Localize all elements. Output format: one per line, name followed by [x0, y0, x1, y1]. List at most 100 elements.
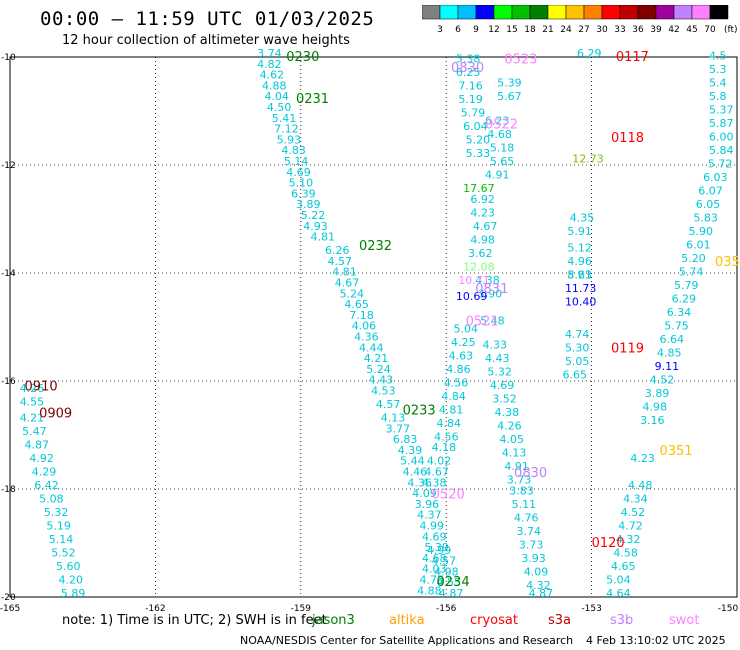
pass-time-label: 0120: [592, 536, 625, 551]
wave-height-value: 5.84: [709, 144, 734, 157]
wave-height-value: 3.74: [516, 525, 541, 538]
latitude-label: -10: [1, 53, 16, 63]
wave-height-value: 5.72: [708, 158, 733, 171]
wave-height-value: 3.74: [257, 47, 282, 60]
wave-height-value: 4.84: [437, 417, 462, 430]
colorbar-label: 45: [686, 25, 697, 35]
wave-height-value: 5.52: [51, 547, 76, 560]
wave-height-value: 4.65: [344, 298, 369, 311]
wave-height-value: 6.26: [325, 244, 350, 257]
colorbar-label: 36: [632, 25, 644, 35]
wave-height-value: 5.10: [289, 177, 314, 190]
wave-height-value: 6.25: [456, 66, 481, 79]
wave-height-value: 5.90: [689, 225, 714, 238]
pass-time-label: 0523: [504, 53, 537, 68]
wave-height-value: 4.23: [470, 206, 495, 219]
colorbar-label: 12: [488, 25, 499, 35]
colorbar-label: 18: [524, 25, 536, 35]
wave-height-value: 5.24: [366, 363, 391, 376]
wave-height-value: 5.38: [456, 52, 481, 65]
wave-height-value: 5.3: [709, 63, 727, 76]
wave-height-value: 5.61: [567, 268, 592, 281]
wave-height-value: 4.04: [264, 90, 289, 103]
wave-height-value: 5.83: [693, 212, 718, 225]
wave-height-value: 4.69: [422, 530, 447, 543]
wave-height-value: 4.48: [628, 479, 653, 492]
wave-height-value: 4.67: [473, 220, 498, 233]
wave-height-value: 4.87: [529, 587, 554, 600]
wave-height-value: 11.73: [565, 282, 597, 295]
pass-time-label: 0910: [25, 379, 58, 394]
wave-height-value: 6.42: [34, 479, 59, 492]
wave-height-value: 3.93: [521, 552, 546, 565]
pass-time-label: 0230: [286, 50, 319, 65]
wave-height-value: 4.83: [281, 144, 306, 157]
wave-height-value: 4.35: [570, 212, 595, 225]
longitude-label: -162: [145, 604, 165, 614]
page-subtitle: 12 hour collection of altimeter wave hei…: [62, 33, 350, 48]
wave-height-value: 6.23: [485, 115, 510, 128]
wave-height-value: 5.20: [681, 252, 706, 265]
wave-height-value: 4.88: [262, 79, 287, 92]
wave-height-value: 4.69: [490, 379, 515, 392]
wave-height-value: 4.02: [427, 455, 452, 468]
wave-height-value: 4.98: [642, 401, 667, 414]
pass-time-label: 0231: [296, 92, 329, 107]
colorbar-label: 6: [455, 25, 461, 35]
colorbar-unit: (ft): [724, 25, 738, 35]
wave-height-value: 4.43: [485, 352, 510, 365]
wave-height-value: 4.5: [709, 50, 727, 63]
wave-height-value: 4.32: [616, 533, 641, 546]
wave-height-value: 4.96: [567, 255, 592, 268]
wave-height-value: 5.19: [458, 93, 483, 106]
wave-height-value: 3.73: [519, 538, 544, 551]
wave-height-value: 4.18: [432, 441, 457, 454]
pass-time-label: 0118: [611, 131, 644, 146]
wave-height-value: 4.68: [487, 128, 512, 141]
wave-height-value: 6.05: [696, 198, 721, 211]
wave-height-value: 10.40: [565, 295, 597, 308]
wave-height-value: 4.13: [381, 412, 406, 425]
wave-height-value: 5.30: [565, 341, 590, 354]
wave-height-value: 6.00: [709, 131, 734, 144]
wave-height-value: 5.79: [674, 279, 699, 292]
wave-height-value: 3.73: [507, 474, 532, 487]
wave-height-value: 5.47: [22, 425, 47, 438]
wave-height-value: 5.39: [497, 77, 521, 90]
wave-height-value: 6.34: [667, 306, 692, 319]
latitude-label: -12: [1, 161, 16, 171]
wave-height-value: 4.44: [359, 341, 384, 354]
wave-height-value: 6.92: [470, 193, 495, 206]
wave-height-value: 5.93: [277, 133, 302, 146]
wave-height-value: 4.84: [441, 390, 466, 403]
wave-height-value: 4.92: [29, 452, 53, 465]
wave-height-value: 6.07: [698, 185, 723, 198]
wave-height-value: 4.58: [613, 547, 638, 560]
wave-height-value: 4.06: [352, 320, 377, 333]
wave-height-value: 5.48: [480, 314, 505, 327]
latitude-label: -14: [1, 269, 16, 279]
wave-height-value: 5.19: [46, 520, 71, 533]
pass-time-label: 0351: [659, 444, 692, 459]
wave-height-value: 4.57: [376, 398, 401, 411]
pass-time-label: 0233: [403, 404, 436, 419]
wave-height-value: 4.67: [424, 466, 449, 479]
wave-height-value: 4.91: [485, 169, 510, 182]
wave-height-value: 4.73: [420, 574, 445, 587]
wave-height-value: 4.29: [32, 466, 56, 479]
wave-height-value: 4.32: [526, 579, 551, 592]
wave-height-value: 4.86: [446, 363, 471, 376]
wave-height-value: 7.16: [458, 79, 483, 92]
pass-time-label: 0521: [466, 315, 499, 330]
wave-height-value: 5.79: [461, 106, 486, 119]
wave-height-value: 4.09: [524, 565, 549, 578]
colorbar-label: 27: [578, 25, 589, 35]
wave-height-value: 5.87: [709, 117, 734, 130]
wave-height-value: 4.37: [417, 509, 442, 522]
longitude-label: -150: [718, 604, 739, 614]
wave-height-value: 5.18: [490, 142, 515, 155]
wave-height-value: 5.65: [490, 155, 515, 168]
generated-timestamp: 4 Feb 13:10:02 UTC 2025: [586, 634, 726, 647]
wave-height-value: 5.22: [301, 209, 326, 222]
wave-height-value: 4.38: [475, 274, 500, 287]
